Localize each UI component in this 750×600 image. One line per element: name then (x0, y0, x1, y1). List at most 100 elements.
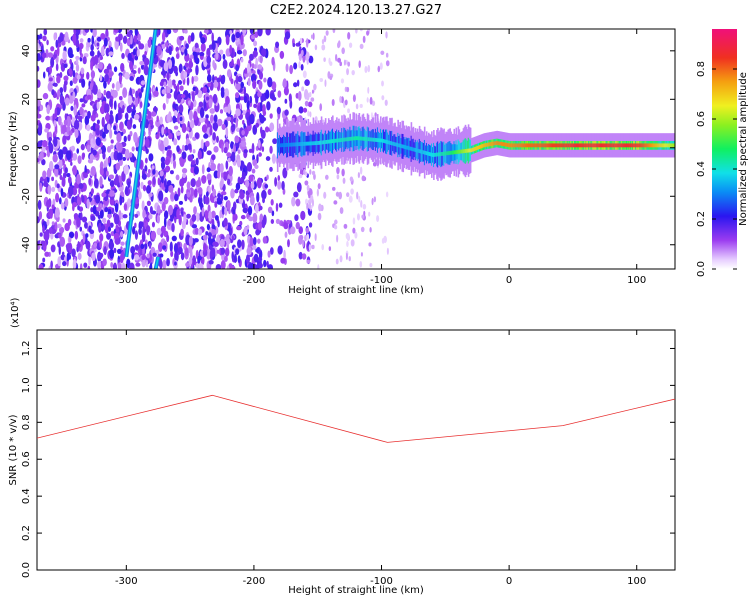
noise-speckle (187, 143, 192, 150)
noise-speckle (171, 222, 175, 233)
signal-core (519, 143, 522, 148)
noise-speckle (129, 117, 133, 125)
signal-core (526, 143, 529, 148)
noise-speckle (249, 95, 253, 104)
noise-speckle (262, 214, 267, 226)
x-tick-label: -300 (115, 576, 138, 587)
noise-speckle (136, 48, 140, 57)
signal-core (302, 141, 305, 146)
noise-speckle (96, 42, 100, 47)
noise-speckle (129, 87, 132, 98)
signal-core (620, 143, 623, 148)
noise-speckle (364, 66, 368, 74)
noise-speckle (325, 30, 329, 36)
noise-speckle (219, 238, 225, 248)
noise-speckle (85, 240, 91, 250)
noise-speckle (226, 199, 231, 210)
noise-speckle (120, 251, 126, 261)
signal-core (525, 143, 528, 148)
signal-core (360, 136, 363, 141)
noise-speckle (319, 78, 324, 83)
signal-core (594, 143, 596, 148)
noise-speckle (265, 89, 270, 100)
noise-speckle (132, 48, 136, 56)
noise-speckle (341, 47, 345, 55)
noise-speckle (199, 116, 205, 123)
noise-speckle (92, 29, 97, 38)
noise-speckle (216, 249, 221, 254)
x-tick-label: 100 (627, 576, 646, 587)
signal-core (533, 143, 535, 148)
noise-speckle (186, 213, 191, 219)
signal-core (570, 143, 573, 148)
noise-speckle (37, 245, 41, 251)
signal-core (472, 147, 475, 152)
signal-core (315, 141, 318, 146)
noise-speckle (138, 190, 142, 200)
noise-speckle (381, 80, 384, 87)
noise-speckle (108, 51, 114, 56)
noise-speckle (252, 79, 257, 89)
noise-speckle (105, 103, 110, 114)
noise-speckle (103, 89, 107, 96)
signal-core (568, 143, 571, 148)
signal-core (562, 143, 565, 148)
noise-speckle (184, 48, 188, 56)
noise-speckle (318, 203, 322, 212)
noise-speckle (369, 263, 373, 268)
signal-core (524, 143, 527, 148)
noise-speckle (148, 192, 153, 197)
noise-speckle (103, 80, 107, 89)
noise-speckle (295, 198, 301, 207)
noise-speckle (241, 140, 247, 148)
noise-speckle (152, 176, 156, 186)
signal-core (515, 143, 518, 148)
noise-speckle (92, 149, 97, 156)
noise-speckle (242, 49, 247, 57)
y-tick-label: -20 (21, 188, 32, 204)
signal-core (671, 143, 674, 148)
noise-speckle (366, 30, 370, 36)
noise-speckle (143, 57, 150, 66)
noise-speckle (104, 206, 109, 213)
noise-speckle (231, 33, 236, 43)
noise-speckle (54, 164, 60, 170)
noise-speckle (263, 77, 267, 83)
signal-core (335, 138, 337, 143)
noise-speckle (96, 206, 102, 212)
x-tick-label: -100 (370, 275, 393, 286)
noise-speckle (162, 259, 167, 269)
signal-core (333, 139, 335, 143)
signal-core (516, 143, 519, 148)
noise-speckle (314, 233, 317, 242)
signal-core (416, 148, 419, 153)
noise-speckle (122, 214, 128, 219)
signal-core (556, 143, 559, 148)
noise-speckle (303, 169, 306, 175)
noise-speckle (126, 31, 132, 38)
noise-speckle (51, 89, 55, 96)
noise-speckle (59, 95, 65, 106)
noise-speckle (267, 188, 272, 196)
noise-speckle (77, 205, 80, 211)
noise-speckle (175, 53, 180, 59)
noise-speckle (72, 76, 78, 84)
noise-speckle (250, 262, 254, 269)
noise-speckle (208, 186, 211, 193)
noise-speckle (202, 86, 208, 94)
noise-speckle (135, 90, 139, 99)
noise-speckle (99, 239, 102, 249)
noise-speckle (226, 238, 231, 245)
noise-speckle (122, 35, 128, 44)
noise-speckle (266, 174, 269, 180)
noise-speckle (252, 237, 257, 246)
signal-core (343, 137, 345, 142)
noise-speckle (195, 47, 201, 53)
signal-core (569, 143, 572, 148)
noise-speckle (95, 136, 101, 147)
noise-speckle (308, 55, 314, 64)
signal-core (541, 143, 543, 148)
noise-speckle (269, 247, 274, 255)
noise-speckle (118, 107, 122, 117)
noise-speckle (332, 186, 336, 191)
